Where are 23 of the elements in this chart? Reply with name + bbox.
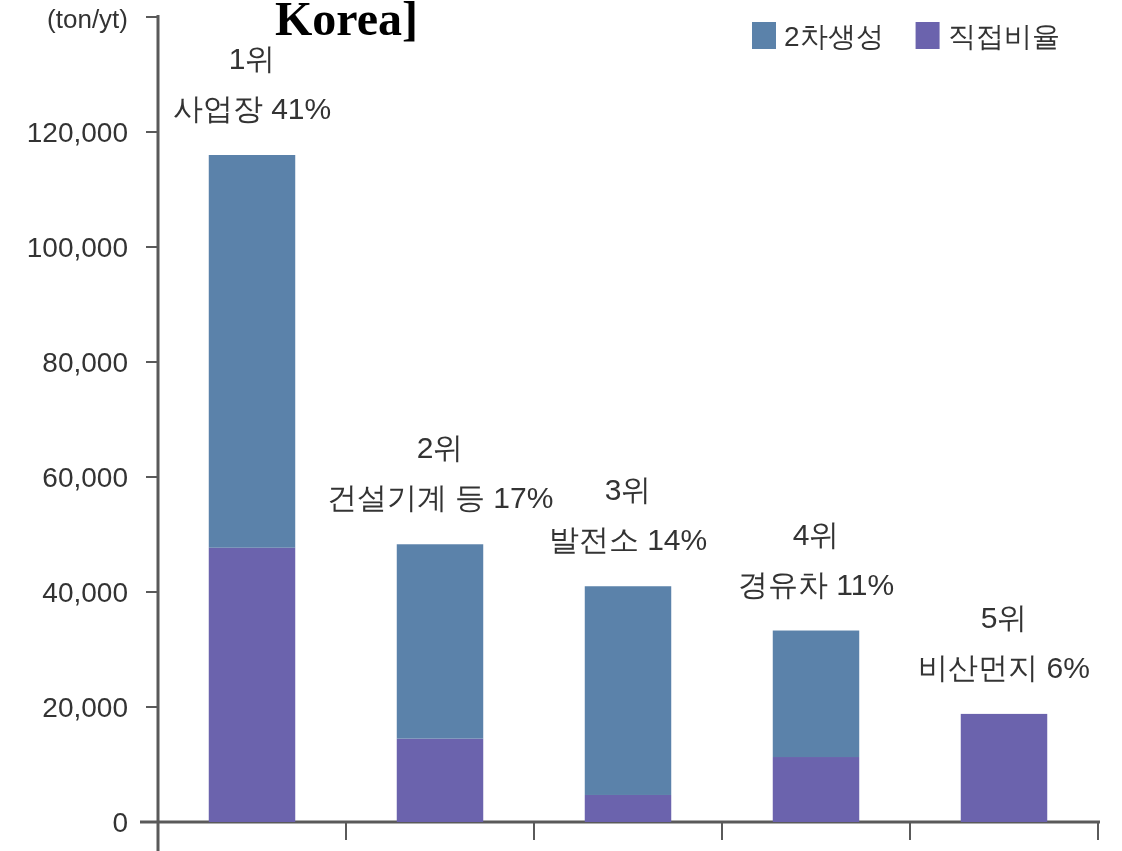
y-tick-label: 100,000 — [26, 231, 128, 263]
bar — [772, 630, 860, 758]
bar — [960, 713, 1048, 822]
bar — [208, 547, 296, 822]
x-tick-label: 5위 비산먼지 6% — [918, 600, 1090, 684]
y-tick-label: 40,000 — [42, 576, 128, 608]
bar — [208, 155, 296, 548]
y-tick-label: 0 — [112, 806, 128, 838]
chart-title: Korea] — [275, 0, 419, 45]
x-tick-label: 4위 경유차 11% — [737, 517, 895, 601]
y-tick-label: 80,000 — [42, 346, 128, 378]
bar — [396, 738, 484, 822]
y-tick-label: 60,000 — [42, 461, 128, 493]
y-tick-label: 120,000 — [26, 116, 128, 148]
y-axis-title: (ton/yt) — [47, 4, 128, 34]
bar — [584, 586, 672, 795]
x-tick-label: 1위 사업장 41% — [172, 42, 332, 125]
legend-label: 직접비율 — [947, 20, 1060, 52]
bar — [584, 794, 672, 822]
y-tick-label: 20,000 — [42, 691, 128, 723]
bar — [772, 757, 860, 822]
bar — [396, 544, 484, 739]
legend-label: 2차생성 — [784, 20, 884, 52]
